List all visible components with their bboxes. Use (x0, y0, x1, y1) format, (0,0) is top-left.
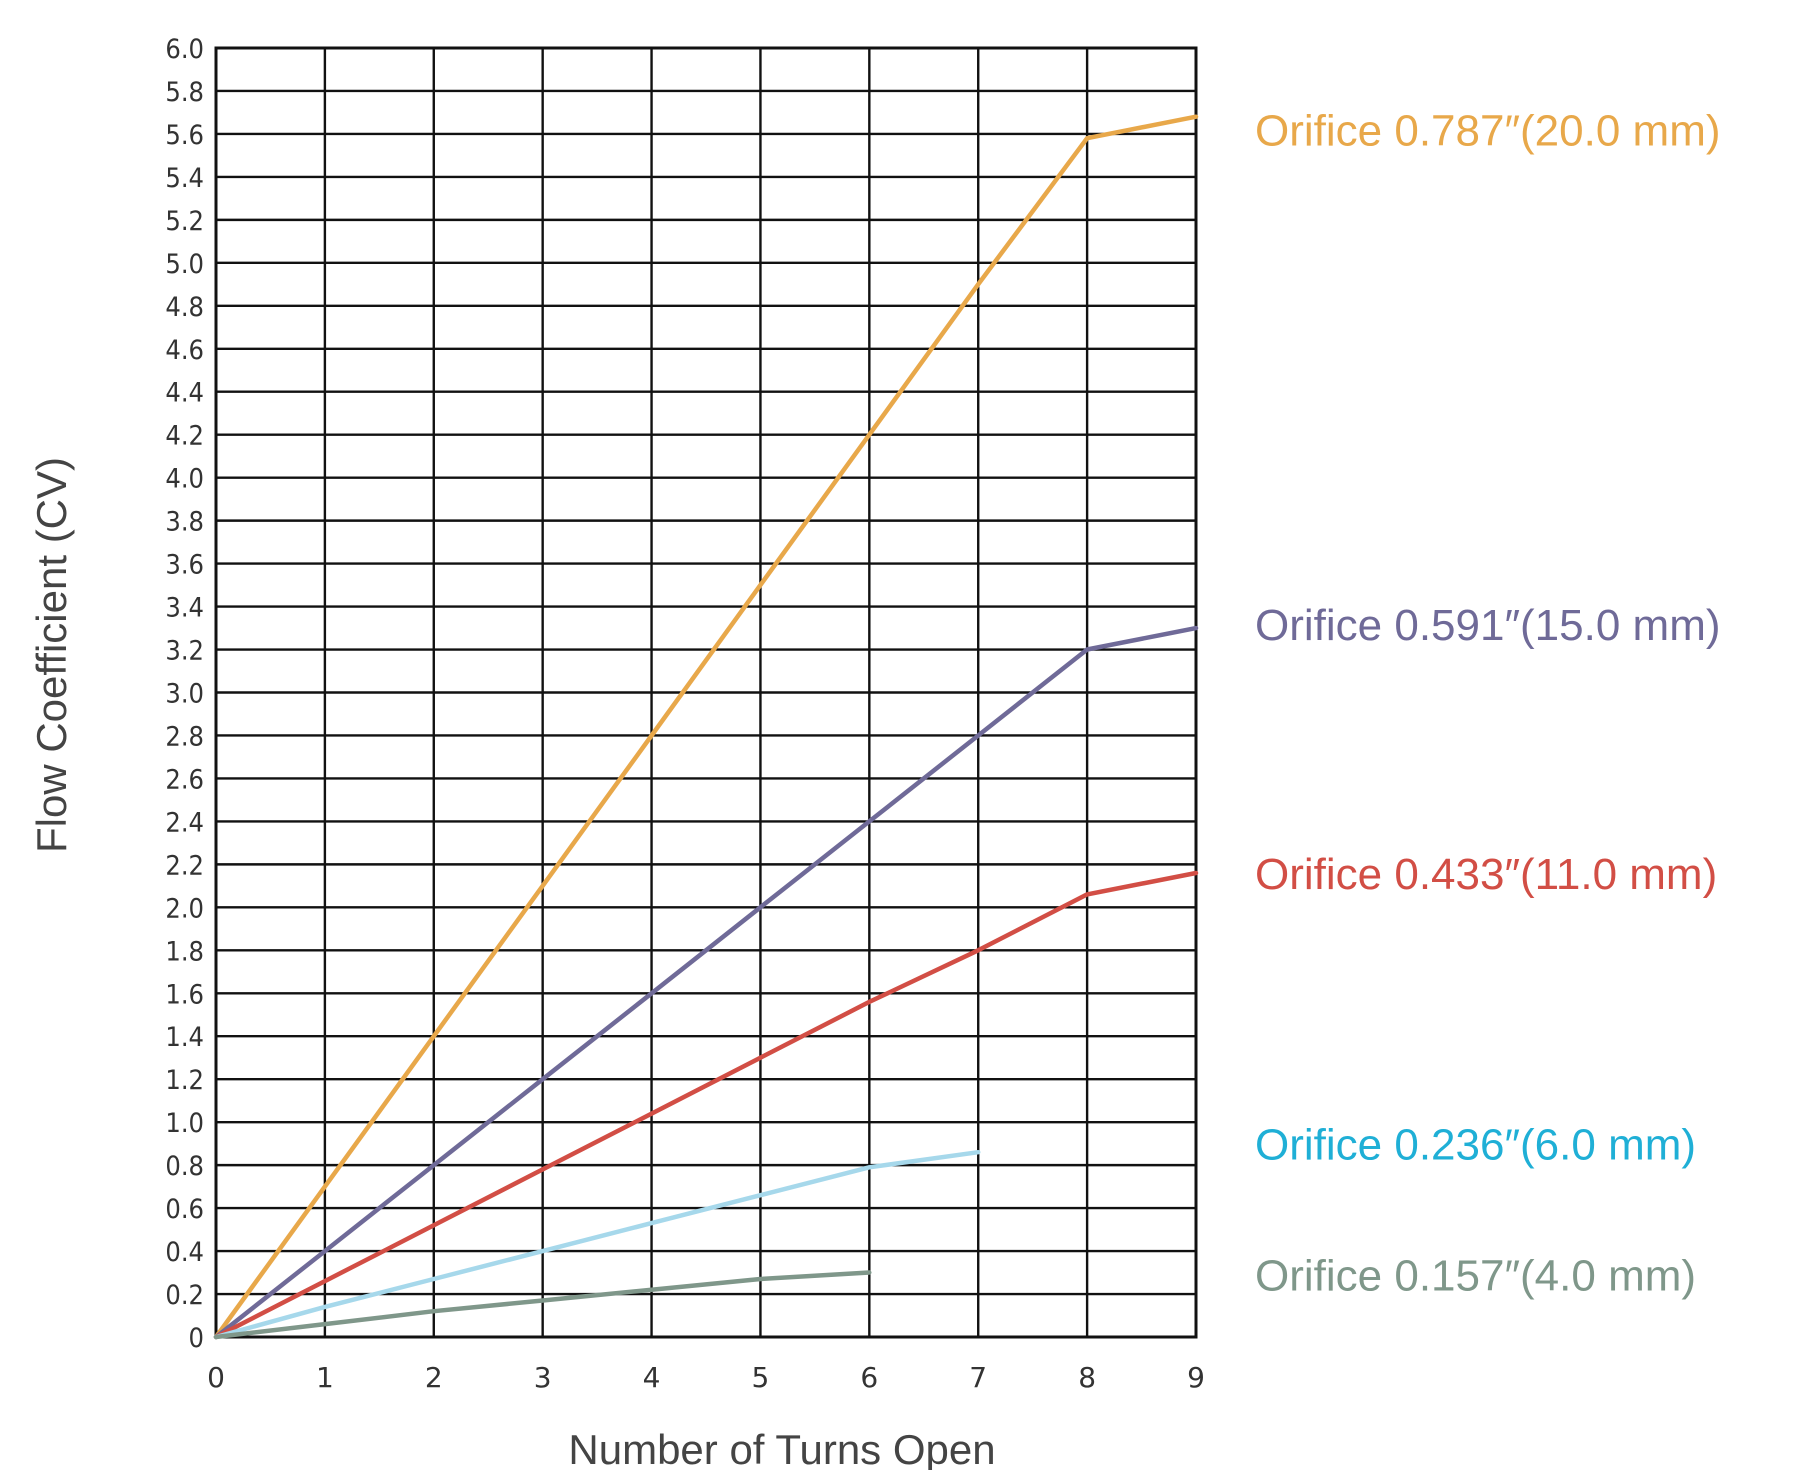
y-tick-label: 5.4 (165, 163, 204, 194)
y-tick-label: 2.0 (165, 893, 204, 924)
series-line-5 (213, 1270, 872, 1340)
x-tick-label: 2 (425, 1361, 443, 1394)
series-line-3 (213, 870, 1199, 1340)
series-labels: Orifice 0.787″(20.0 mm) Orifice 0.591″(15… (1255, 107, 1721, 1301)
series-line-4 (213, 1149, 981, 1340)
x-tick-label: 3 (534, 1361, 552, 1394)
y-tick-label: 3.6 (165, 550, 204, 581)
y-tick-label: 2.8 (165, 721, 204, 752)
y-tick-label: 3.4 (165, 593, 204, 624)
y-tick-label: 5.6 (165, 120, 204, 151)
y-tick-label: 0.8 (165, 1151, 204, 1182)
y-tick-label: 4.8 (165, 292, 204, 323)
y-tick-label: 4.2 (165, 421, 204, 452)
y-tick-label: 0.6 (165, 1194, 204, 1225)
y-tick-label: 2.6 (165, 764, 204, 795)
y-tick-label: 4.0 (165, 464, 204, 495)
y-tick-label: 5.2 (165, 206, 204, 237)
y-tick-label: 1.0 (165, 1108, 204, 1139)
series-line-1 (213, 114, 1199, 1340)
y-tick-label: 0.2 (165, 1280, 204, 1311)
x-tick-label: 6 (860, 1361, 878, 1394)
y-tick-label: 0 (189, 1323, 204, 1354)
chart-grid (214, 46, 1198, 1339)
y-axis-title: Flow Coefficient (CV) (28, 457, 75, 853)
series-lines (213, 114, 1199, 1340)
y-tick-label: 0.4 (165, 1237, 204, 1268)
series-label-5: Orifice 0.157″(4.0 mm) (1255, 1252, 1696, 1301)
y-tick-label: 1.2 (165, 1065, 204, 1096)
x-tick-label: 9 (1187, 1361, 1205, 1394)
series-label-2: Orifice 0.591″(15.0 mm) (1255, 601, 1721, 650)
y-axis-ticks: 0 0.2 0.4 0.6 0.8 1.0 1.2 1.4 1.6 1.8 2.0 2.2 2.4 2.6… (165, 34, 204, 1354)
x-tick-label: 7 (969, 1361, 987, 1394)
y-tick-label: 3.8 (165, 507, 204, 538)
x-tick-label: 8 (1078, 1361, 1096, 1394)
y-tick-label: 3.2 (165, 636, 204, 667)
y-tick-label: 4.6 (165, 335, 204, 366)
y-tick-label: 1.6 (165, 979, 204, 1010)
y-tick-label: 5.8 (165, 77, 204, 108)
y-tick-label: 2.2 (165, 850, 204, 881)
x-tick-label: 4 (643, 1361, 661, 1394)
x-tick-label: 0 (207, 1361, 225, 1394)
y-tick-label: 3.0 (165, 679, 204, 710)
y-tick-label: 4.4 (165, 378, 204, 409)
y-tick-label: 2.4 (165, 807, 204, 838)
series-label-1: Orifice 0.787″(20.0 mm) (1255, 107, 1721, 156)
plot-frame (214, 46, 1198, 1339)
x-tick-label: 1 (316, 1361, 334, 1394)
y-tick-label: 1.4 (165, 1022, 204, 1053)
y-tick-label: 6.0 (165, 34, 204, 65)
y-tick-label: 1.8 (165, 936, 204, 967)
x-tick-label: 5 (752, 1361, 770, 1394)
x-axis-title: Number of Turns Open (568, 1426, 995, 1470)
y-tick-label: 5.0 (165, 249, 204, 280)
series-label-4: Orifice 0.236″(6.0 mm) (1255, 1121, 1696, 1170)
series-line-2 (213, 625, 1199, 1340)
x-axis-ticks: 0 1 2 3 4 5 6 7 8 9 (207, 1361, 1205, 1394)
series-label-3: Orifice 0.433″(11.0 mm) (1255, 850, 1717, 899)
